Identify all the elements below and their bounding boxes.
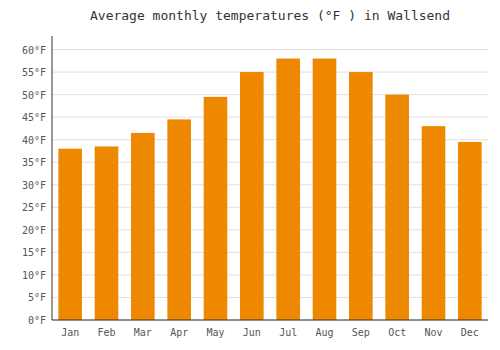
chart-container: Average monthly temperatures (°F ) in Wa…	[0, 0, 500, 350]
grid-line	[52, 72, 488, 73]
y-tick-label: 15°F	[22, 247, 46, 258]
x-tick-label: Nov	[424, 327, 442, 338]
y-tick-label: 25°F	[22, 202, 46, 213]
x-tick-label: Jul	[279, 327, 297, 338]
y-tick-label: 20°F	[22, 225, 46, 236]
grid-line	[52, 117, 488, 118]
y-tick-label: 0°F	[28, 315, 46, 326]
x-tick-label: May	[206, 327, 224, 338]
y-tick-label: 40°F	[22, 135, 46, 146]
y-tick-label: 30°F	[22, 180, 46, 191]
y-tick-label: 5°F	[28, 292, 46, 303]
bar	[385, 95, 409, 320]
bar	[95, 146, 119, 320]
bar	[313, 59, 337, 320]
bars	[58, 59, 481, 320]
title: Average monthly temperatures (°F ) in Wa…	[90, 8, 450, 23]
bar	[58, 149, 82, 320]
y-tick-label: 10°F	[22, 270, 46, 281]
x-tick-label: Oct	[388, 327, 406, 338]
x-tick-label: Aug	[315, 327, 333, 338]
y-tick-label: 35°F	[22, 157, 46, 168]
x-tick-label: Dec	[461, 327, 479, 338]
bar	[131, 133, 155, 320]
x-tick-label: Apr	[170, 327, 188, 338]
x-tick-label: Jun	[243, 327, 261, 338]
bar	[204, 97, 228, 320]
bar	[422, 126, 446, 320]
bar	[167, 119, 191, 320]
y-tick-label: 50°F	[22, 90, 46, 101]
chart: Average monthly temperatures (°F ) in Wa…	[0, 0, 500, 350]
x-tick-label: Jan	[61, 327, 79, 338]
y-tick-label: 45°F	[22, 112, 46, 123]
x-axis-line	[52, 320, 488, 321]
grid-line	[52, 49, 488, 50]
bar	[276, 59, 300, 320]
x-tick-label: Feb	[97, 327, 115, 338]
bar	[349, 72, 373, 320]
bar	[240, 72, 264, 320]
bar	[458, 142, 482, 320]
y-tick-label: 60°F	[22, 45, 46, 56]
x-tick-label: Sep	[352, 327, 370, 338]
x-tick-label: Mar	[134, 327, 152, 338]
grid-line	[52, 94, 488, 95]
y-tick-label: 55°F	[22, 67, 46, 78]
grid-line	[52, 320, 488, 321]
y-axis-line	[52, 36, 53, 320]
grid	[52, 50, 488, 320]
